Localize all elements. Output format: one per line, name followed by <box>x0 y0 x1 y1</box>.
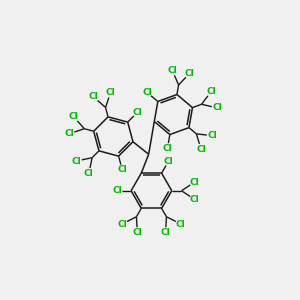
Text: Cl: Cl <box>196 145 206 154</box>
Text: Cl: Cl <box>184 69 194 78</box>
Text: Cl: Cl <box>69 112 79 122</box>
Text: Cl: Cl <box>212 103 222 112</box>
Text: Cl: Cl <box>207 131 217 140</box>
Text: Cl: Cl <box>206 87 216 96</box>
Text: Cl: Cl <box>168 66 177 75</box>
Text: Cl: Cl <box>64 129 74 138</box>
Text: Cl: Cl <box>133 108 142 117</box>
Text: Cl: Cl <box>106 88 115 97</box>
Text: Cl: Cl <box>161 228 171 237</box>
Text: Cl: Cl <box>190 178 200 187</box>
Text: Cl: Cl <box>72 157 81 166</box>
Text: Cl: Cl <box>142 88 152 97</box>
Text: Cl: Cl <box>112 186 122 195</box>
Text: Cl: Cl <box>190 195 200 204</box>
Text: Cl: Cl <box>164 157 173 166</box>
Text: Cl: Cl <box>84 169 94 178</box>
Text: Cl: Cl <box>117 165 127 174</box>
Text: Cl: Cl <box>176 220 185 229</box>
Text: Cl: Cl <box>117 220 127 229</box>
Text: Cl: Cl <box>89 92 99 101</box>
Text: Cl: Cl <box>163 144 172 153</box>
Text: Cl: Cl <box>132 228 142 237</box>
